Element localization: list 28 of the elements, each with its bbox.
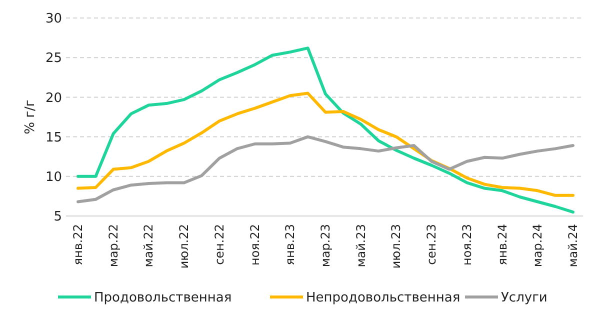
x-tick-label: мар.24 (530, 224, 545, 268)
line-series (76, 46, 574, 214)
x-tick-label: июл.22 (177, 224, 192, 269)
y-tick-label: 10 (45, 170, 62, 185)
x-tick-label: янв.24 (495, 224, 510, 266)
y-tick-label: 5 (54, 210, 62, 225)
legend-label: Услуги (501, 290, 548, 306)
y-tick-label: 20 (45, 90, 62, 106)
x-tick-label: ноя.22 (248, 224, 262, 266)
x-tick-label: янв.23 (283, 224, 298, 266)
x-tick-label: июл.23 (389, 224, 404, 269)
x-tick-label: ноя.23 (460, 224, 474, 266)
x-tick-label: янв.22 (71, 224, 85, 266)
y-axis-title: % г/г (23, 100, 38, 134)
x-tick-label: май.24 (566, 224, 580, 268)
x-tick-label: мар.22 (106, 224, 120, 268)
legend-label: Непродовольственная (306, 290, 460, 306)
x-tick-label: май.23 (354, 224, 368, 268)
x-tick-label: мар.23 (318, 224, 332, 268)
legend-label: Продовольственная (94, 290, 232, 306)
y-tick-label: 30 (45, 12, 62, 27)
y-tick-label: 15 (45, 130, 62, 146)
line-series (76, 135, 574, 204)
x-tick-label: сен.23 (424, 224, 439, 265)
x-tick-label: сен.22 (212, 224, 226, 265)
line-series (76, 92, 574, 197)
y-tick-label: 25 (45, 51, 62, 66)
x-tick-label: май.22 (142, 224, 156, 268)
